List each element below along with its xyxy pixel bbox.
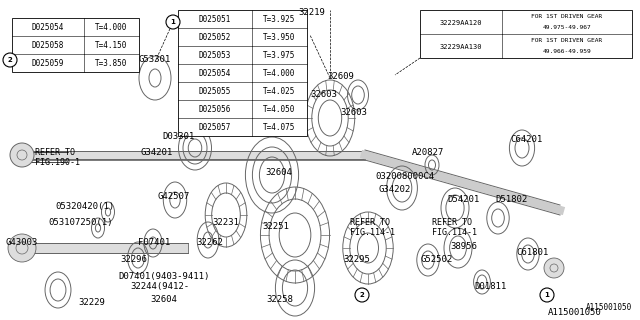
Text: A115001050: A115001050 — [548, 308, 602, 317]
Text: T=3.925: T=3.925 — [263, 15, 296, 24]
Text: D01811: D01811 — [474, 282, 506, 291]
Text: D025054: D025054 — [199, 69, 231, 78]
Circle shape — [8, 234, 36, 262]
Text: D025058: D025058 — [32, 41, 64, 51]
Text: T=4.000: T=4.000 — [95, 23, 128, 32]
Text: D025052: D025052 — [199, 33, 231, 43]
Text: T=4.000: T=4.000 — [263, 69, 296, 78]
Text: T=4.025: T=4.025 — [263, 87, 296, 96]
Text: D025055: D025055 — [199, 87, 231, 96]
Text: F07401: F07401 — [138, 238, 170, 247]
Text: D03301: D03301 — [162, 132, 195, 141]
Text: D025056: D025056 — [199, 105, 231, 115]
Bar — [18, 243, 188, 253]
Text: 32609: 32609 — [327, 72, 354, 81]
Text: 32262: 32262 — [196, 238, 223, 247]
Text: 32296: 32296 — [120, 255, 147, 264]
Circle shape — [544, 258, 564, 278]
Text: FOR 1ST DRIVEN GEAR: FOR 1ST DRIVEN GEAR — [531, 14, 603, 19]
Text: A20827: A20827 — [412, 148, 444, 157]
Text: FIG.114-1: FIG.114-1 — [350, 228, 395, 237]
Text: T=4.075: T=4.075 — [263, 124, 296, 132]
Text: REFER TO: REFER TO — [432, 218, 472, 227]
Text: T=3.975: T=3.975 — [263, 52, 296, 60]
Text: FOR 1ST DRIVEN GEAR: FOR 1ST DRIVEN GEAR — [531, 38, 603, 43]
Circle shape — [3, 53, 17, 67]
Text: D51802: D51802 — [495, 195, 527, 204]
Text: 32244(9412-: 32244(9412- — [130, 282, 189, 291]
Text: G34201: G34201 — [140, 148, 172, 157]
Text: C61801: C61801 — [516, 248, 548, 257]
Bar — [30, 151, 365, 160]
Bar — [420, 10, 632, 58]
Text: T=4.150: T=4.150 — [95, 41, 128, 51]
Bar — [178, 10, 307, 136]
Text: 49.975-49.967: 49.975-49.967 — [543, 25, 591, 30]
Text: 32603: 32603 — [340, 108, 367, 117]
Text: D025051: D025051 — [199, 15, 231, 24]
Text: 32604: 32604 — [265, 168, 292, 177]
Text: D025054: D025054 — [32, 23, 64, 32]
Text: 1: 1 — [171, 20, 175, 25]
Circle shape — [166, 15, 180, 29]
Text: G53301: G53301 — [138, 55, 170, 64]
Text: 053107250(1): 053107250(1) — [48, 218, 113, 227]
Text: 32229AA130: 32229AA130 — [440, 44, 483, 50]
Text: T=3.950: T=3.950 — [263, 33, 296, 43]
Text: 49.966-49.959: 49.966-49.959 — [543, 49, 591, 54]
Text: 32231: 32231 — [212, 218, 239, 227]
Text: T=4.050: T=4.050 — [263, 105, 296, 115]
Text: 32219: 32219 — [298, 8, 325, 17]
Text: G52502: G52502 — [420, 255, 452, 264]
Text: T=3.850: T=3.850 — [95, 60, 128, 68]
Text: G42507: G42507 — [157, 192, 189, 201]
Text: FIG.114-1: FIG.114-1 — [432, 228, 477, 237]
Text: REFER TO: REFER TO — [350, 218, 390, 227]
Text: D54201: D54201 — [447, 195, 479, 204]
Text: D07401(9403-9411): D07401(9403-9411) — [118, 272, 209, 281]
Text: FIG.190-1: FIG.190-1 — [35, 158, 80, 167]
Text: G34202: G34202 — [378, 185, 410, 194]
Circle shape — [540, 288, 554, 302]
Text: D025059: D025059 — [32, 60, 64, 68]
Text: 38956: 38956 — [450, 242, 477, 251]
Text: 32603: 32603 — [310, 90, 337, 99]
Text: 32229AA120: 32229AA120 — [440, 20, 483, 26]
Text: 32251: 32251 — [262, 222, 289, 231]
Text: A115001050: A115001050 — [586, 303, 632, 312]
Text: D025057: D025057 — [199, 124, 231, 132]
Text: 32258: 32258 — [266, 295, 293, 304]
Text: 2: 2 — [360, 292, 364, 298]
Text: 32604: 32604 — [150, 295, 177, 304]
Bar — [12, 18, 139, 72]
Text: REFER TO: REFER TO — [35, 148, 75, 157]
Text: D025053: D025053 — [199, 52, 231, 60]
Text: 32229: 32229 — [78, 298, 105, 307]
Text: 32295: 32295 — [343, 255, 370, 264]
Text: C64201: C64201 — [510, 135, 542, 144]
Text: G43003: G43003 — [5, 238, 37, 247]
Text: 1: 1 — [545, 292, 549, 298]
Text: 05320420(1): 05320420(1) — [55, 202, 114, 211]
Circle shape — [10, 143, 34, 167]
Text: 032008000C4: 032008000C4 — [375, 172, 434, 181]
Circle shape — [355, 288, 369, 302]
Text: 2: 2 — [8, 57, 12, 63]
